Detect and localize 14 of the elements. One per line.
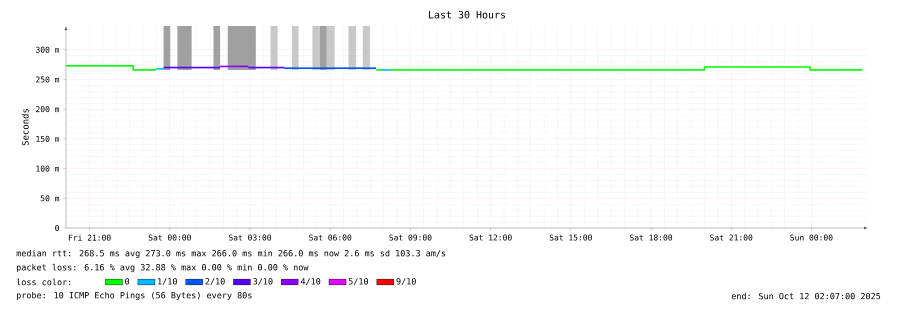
legend-label: 3/10 [253, 278, 272, 286]
legend-label: 4/10 [300, 278, 320, 286]
legend-label: 0 [125, 278, 130, 285]
legend-label: 2/10 [205, 278, 225, 286]
text: probe: 10 ICMP Echo Pings (56 Bytes) every 80s [16, 292, 252, 300]
text: median rtt: 268.5 ms avg 273.0 ms max 266.0 ms min 266.0 ms now 2.6 ms sd 103.3 am/s [16, 250, 446, 258]
text: end: Sun Oct 12 02:07:00 2025 [732, 292, 880, 300]
legend-label: 1/10 [158, 278, 177, 286]
chart-title: Last 30 Hours [429, 10, 505, 18]
legend-title: loss color: [16, 278, 70, 286]
text: packet loss: 6.16 % avg 32.88 % max 0.00 % min 0.00 % now [16, 264, 308, 272]
y-axis-title: Seconds [22, 108, 29, 146]
legend-label: 9/10 [396, 278, 416, 286]
legend-label: 5/10 [348, 278, 368, 286]
